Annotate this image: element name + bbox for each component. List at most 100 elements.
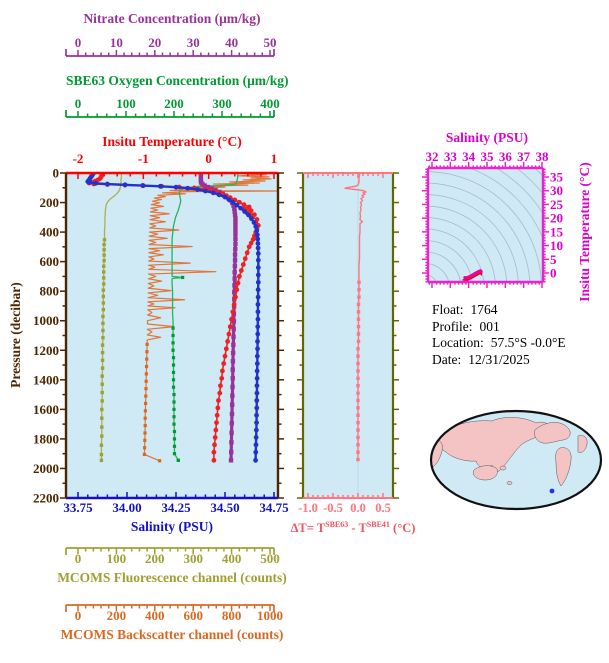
svg-text:2000: 2000 — [33, 461, 59, 476]
float-info-line: Profile: 001 — [432, 319, 566, 336]
delta-t-axis-bottom: -1.0 -0.5 0.0 0.5 — [298, 493, 393, 515]
svg-text:1200: 1200 — [33, 343, 59, 358]
backscatter-profile — [142, 173, 278, 463]
svg-text:34.75: 34.75 — [259, 500, 289, 515]
delta-t-axis-top — [303, 172, 393, 178]
float-value: 1764 — [470, 302, 498, 317]
svg-text:32: 32 — [426, 149, 439, 164]
delta-t-profile — [344, 173, 367, 462]
pressure-axis-right — [276, 172, 284, 499]
date-label: Date: — [432, 351, 462, 367]
backscatter-axis: 0 200 400 600 800 1000 — [65, 604, 283, 623]
svg-text:33: 33 — [444, 149, 458, 164]
svg-text:35: 35 — [481, 149, 495, 164]
svg-text:100: 100 — [107, 551, 127, 566]
svg-text:0: 0 — [53, 166, 60, 181]
oxygen-axis: 0 100 200 300 400 — [65, 96, 280, 118]
svg-text:36: 36 — [499, 149, 513, 164]
svg-text:37: 37 — [517, 149, 531, 164]
mid-frame-left — [297, 172, 305, 499]
profile-label: Profile: — [432, 318, 473, 334]
ts-axis-left — [422, 168, 430, 283]
nitrate-axis: 0 10 20 30 40 50 — [65, 35, 277, 57]
temperature-axis: -2 -1 0 1 — [66, 151, 278, 179]
mid-frame-right — [391, 172, 399, 499]
svg-text:1000: 1000 — [33, 313, 59, 328]
delta-t-title-sup2: SBE41 — [366, 520, 390, 529]
svg-text:200: 200 — [107, 608, 127, 623]
date-value: 12/31/2025 — [468, 351, 530, 367]
svg-text:1800: 1800 — [33, 431, 59, 446]
float-info-line: Date: 12/31/2025 — [432, 352, 566, 369]
svg-text:10: 10 — [110, 35, 123, 50]
svg-text:33.75: 33.75 — [63, 500, 93, 515]
svg-text:2200: 2200 — [33, 491, 59, 506]
world-map — [429, 409, 603, 511]
svg-text:1: 1 — [271, 151, 278, 166]
delta-t-title-mid: - T — [348, 521, 367, 536]
svg-text:30: 30 — [187, 35, 200, 50]
ts-axis-bottom — [428, 280, 543, 288]
svg-text:20: 20 — [550, 211, 563, 226]
svg-text:500: 500 — [260, 551, 280, 566]
svg-text:200: 200 — [40, 195, 60, 210]
svg-text:400: 400 — [40, 225, 60, 240]
svg-text:5: 5 — [550, 252, 557, 267]
float-info: Float: 1764 Profile: 001 Location: 57.5°S -… — [432, 302, 566, 368]
svg-text:400: 400 — [260, 96, 280, 111]
svg-text:300: 300 — [212, 96, 232, 111]
svg-text:34.25: 34.25 — [161, 500, 191, 515]
pressure-axis-left: 0 200 400 600 800 1000 1200 1400 1600 1800 2000 220… — [33, 166, 68, 506]
svg-text:200: 200 — [164, 96, 184, 111]
svg-text:0.5: 0.5 — [375, 501, 391, 515]
backscatter-axis-title: MCOMS Backscatter channel (counts) — [60, 627, 284, 642]
profile-value: 001 — [479, 318, 500, 334]
ts-salinity-axis-title: Salinity (PSU) — [445, 130, 529, 145]
temperature-axis-title: Insitu Temperature (°C) — [102, 134, 242, 149]
nitrate-axis-title: Nitrate Concentration (μm/kg) — [83, 11, 261, 26]
svg-text:600: 600 — [40, 254, 60, 269]
svg-text:0: 0 — [75, 608, 82, 623]
float-location-dot — [549, 488, 555, 494]
svg-text:800: 800 — [222, 608, 242, 623]
svg-text:50: 50 — [264, 35, 277, 50]
ts-temperature-axis-title: Insitu Temperature (°C) — [577, 162, 592, 302]
svg-text:40: 40 — [225, 35, 238, 50]
map-landmasses — [431, 416, 593, 487]
svg-text:-1.0: -1.0 — [298, 501, 318, 515]
svg-text:0: 0 — [75, 551, 82, 566]
svg-text:100: 100 — [116, 96, 136, 111]
fluorescence-axis-title: MCOMS Fluorescence channel (counts) — [57, 570, 287, 585]
ts-axis-top: 32 33 34 35 36 37 38 — [426, 149, 550, 170]
svg-text:34.00: 34.00 — [112, 500, 141, 515]
fluorescence-profile — [99, 173, 123, 463]
svg-text:1400: 1400 — [33, 372, 59, 387]
svg-text:30: 30 — [550, 183, 563, 198]
svg-text:10: 10 — [550, 238, 563, 253]
svg-text:-0.5: -0.5 — [323, 501, 343, 515]
svg-text:400: 400 — [222, 551, 242, 566]
location-value: 57.5°S -0.0°E — [490, 335, 566, 350]
svg-text:38: 38 — [536, 149, 550, 164]
svg-text:20: 20 — [148, 35, 161, 50]
svg-text:25: 25 — [550, 197, 564, 212]
pressure-axis-title: Pressure (decibar) — [8, 282, 23, 388]
svg-text:0: 0 — [550, 266, 557, 281]
svg-text:300: 300 — [183, 551, 203, 566]
salinity-axis: 33.75 34.00 34.25 34.50 34.75 — [63, 492, 289, 515]
location-label: Location: — [432, 335, 484, 350]
svg-text:400: 400 — [145, 608, 165, 623]
mid-panel-background — [303, 173, 393, 498]
svg-text:0: 0 — [75, 35, 82, 50]
svg-text:35: 35 — [550, 170, 564, 185]
svg-text:1000: 1000 — [257, 608, 283, 623]
delta-t-title-prefix: ΔT= T — [290, 521, 326, 536]
svg-text:600: 600 — [183, 608, 203, 623]
ts-curve-profile — [461, 269, 483, 282]
fluorescence-axis: 0 100 200 300 400 500 — [65, 547, 280, 566]
svg-text:0.0: 0.0 — [350, 501, 366, 515]
svg-text:-1: -1 — [138, 151, 149, 166]
svg-text:34.50: 34.50 — [210, 500, 239, 515]
